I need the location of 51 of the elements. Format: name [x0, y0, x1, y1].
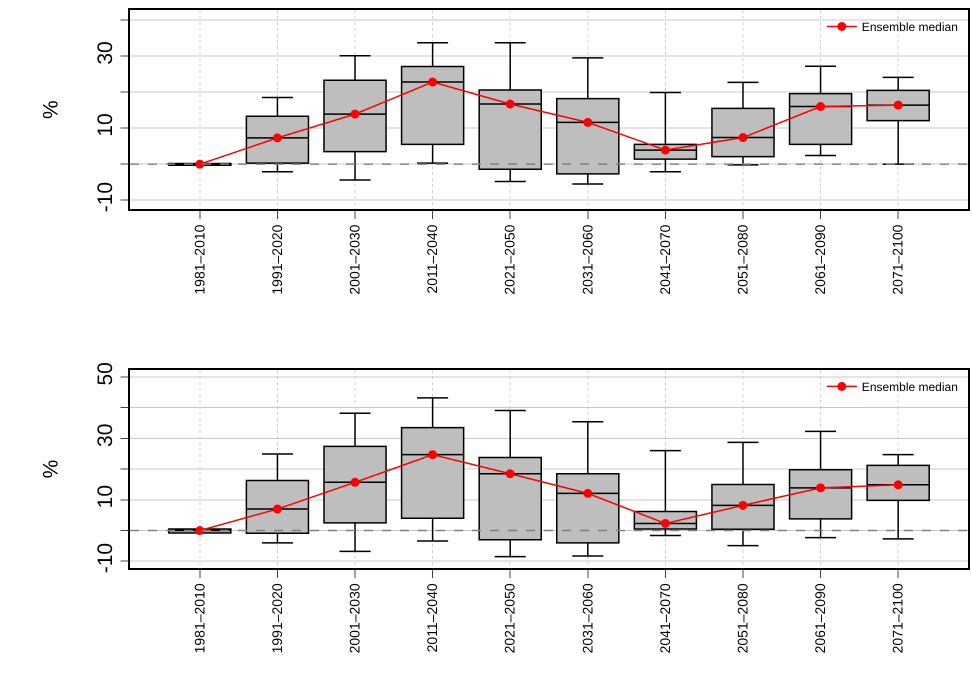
- y-tick-label: 30: [94, 41, 117, 65]
- y-tick-label: 30: [94, 424, 117, 447]
- point: [583, 118, 592, 127]
- x-tick-label: 2011–2040: [424, 583, 440, 652]
- point: [428, 450, 438, 460]
- y-axis-title: %: [40, 100, 62, 119]
- point: [738, 500, 748, 510]
- x-tick-label: 2071–2100: [890, 583, 906, 654]
- legend-label: Ensemble median: [862, 20, 958, 34]
- point: [738, 133, 748, 142]
- point: [660, 518, 670, 528]
- x-tick-label: 1981–2010: [191, 583, 208, 654]
- x-tick-label: 2021–2050: [502, 224, 518, 295]
- x-tick-label: 2041–2070: [656, 224, 673, 295]
- x-tick-label: 2031–2060: [579, 224, 596, 295]
- y-tick-label: 10: [94, 113, 117, 137]
- point: [816, 102, 826, 112]
- x-tick-label: 2051–2080: [734, 224, 751, 295]
- x-tick-label: 1981–2010: [191, 224, 208, 295]
- y-axis-title: %: [40, 460, 62, 478]
- x-tick-label: 1991–2020: [268, 224, 285, 295]
- y-tick-label: -10: [94, 182, 117, 212]
- x-tick-label: 2041–2070: [656, 583, 673, 654]
- x-tick-label: 2051–2080: [734, 583, 751, 654]
- x-tick-label: 2011–2040: [424, 224, 440, 294]
- x-tick-label: 2021–2050: [502, 583, 518, 654]
- point: [195, 160, 204, 169]
- point: [894, 480, 903, 490]
- x-tick-label: 2031–2060: [579, 583, 596, 654]
- y-tick-label: -10: [94, 542, 117, 574]
- x-tick-label: 2071–2100: [890, 224, 906, 295]
- point: [506, 100, 515, 109]
- point: [272, 133, 282, 142]
- point: [350, 110, 360, 119]
- point: [350, 478, 360, 487]
- x-tick-label: 1991–2020: [268, 583, 285, 654]
- point: [583, 488, 592, 498]
- point: [506, 469, 515, 478]
- y-tick-label: 50: [94, 362, 117, 386]
- x-tick-label: 2001–2030: [346, 583, 363, 654]
- x-tick-label: 2061–2090: [812, 224, 828, 295]
- point: [195, 526, 204, 536]
- legend-label: Ensemble median: [862, 380, 958, 394]
- x-tick-label: 2061–2090: [812, 583, 828, 654]
- y-tick-label: 10: [94, 484, 117, 508]
- point: [894, 100, 903, 110]
- point: [272, 504, 282, 514]
- point: [816, 483, 826, 492]
- x-tick-label: 2001–2030: [346, 224, 363, 295]
- point: [660, 146, 670, 155]
- point: [428, 78, 438, 87]
